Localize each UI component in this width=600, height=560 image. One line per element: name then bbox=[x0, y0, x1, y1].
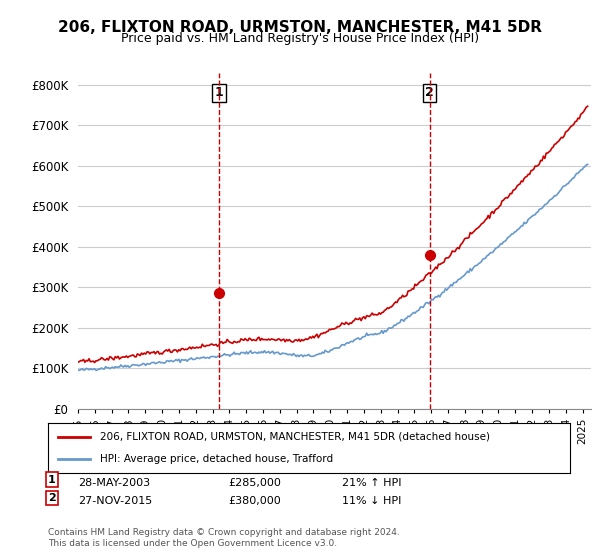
Text: 11% ↓ HPI: 11% ↓ HPI bbox=[342, 496, 401, 506]
Text: Price paid vs. HM Land Registry's House Price Index (HPI): Price paid vs. HM Land Registry's House … bbox=[121, 32, 479, 45]
Text: 2: 2 bbox=[425, 86, 434, 99]
Text: 27-NOV-2015: 27-NOV-2015 bbox=[78, 496, 152, 506]
Text: 206, FLIXTON ROAD, URMSTON, MANCHESTER, M41 5DR (detached house): 206, FLIXTON ROAD, URMSTON, MANCHESTER, … bbox=[100, 432, 490, 442]
Text: HPI: Average price, detached house, Trafford: HPI: Average price, detached house, Traf… bbox=[100, 454, 334, 464]
Text: 2: 2 bbox=[48, 493, 56, 503]
Text: 206, FLIXTON ROAD, URMSTON, MANCHESTER, M41 5DR: 206, FLIXTON ROAD, URMSTON, MANCHESTER, … bbox=[58, 20, 542, 35]
Text: 1: 1 bbox=[48, 475, 56, 485]
Text: 28-MAY-2003: 28-MAY-2003 bbox=[78, 478, 150, 488]
Text: 21% ↑ HPI: 21% ↑ HPI bbox=[342, 478, 401, 488]
Text: 1: 1 bbox=[215, 86, 224, 99]
Text: £380,000: £380,000 bbox=[228, 496, 281, 506]
Text: £285,000: £285,000 bbox=[228, 478, 281, 488]
Text: Contains HM Land Registry data © Crown copyright and database right 2024.
This d: Contains HM Land Registry data © Crown c… bbox=[48, 528, 400, 548]
